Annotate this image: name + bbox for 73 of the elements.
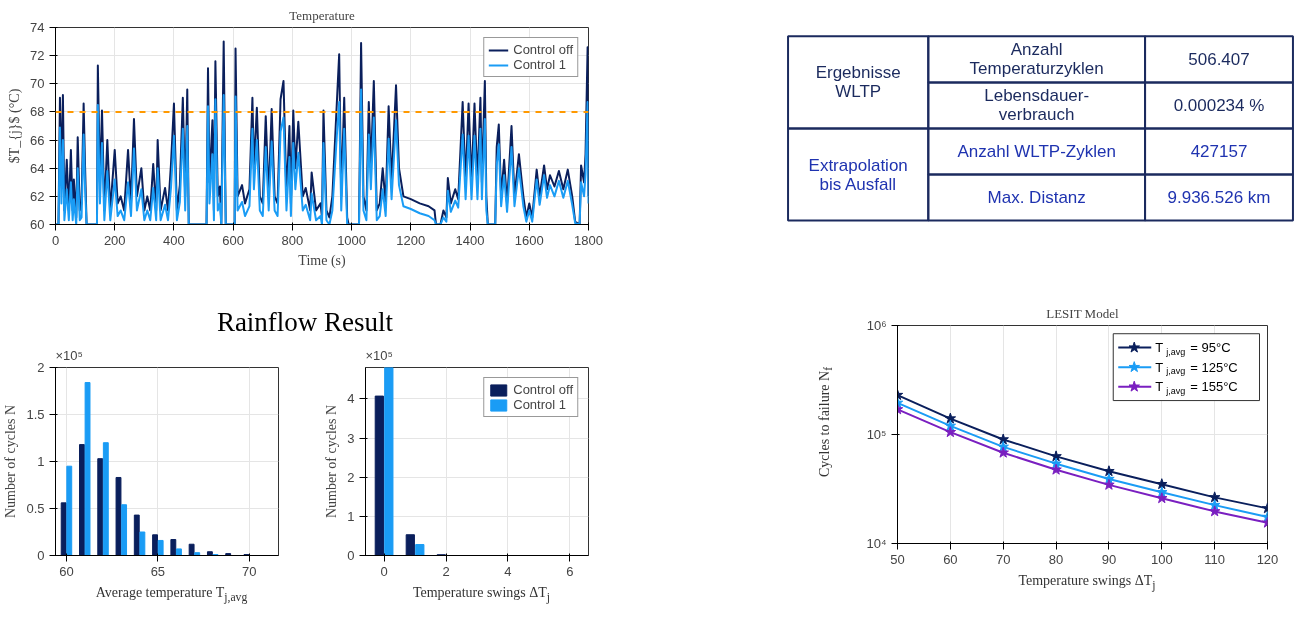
y-tick-label: 4: [347, 391, 355, 407]
x-axis-title: Average temperature T$_{j,avg}$: [95, 584, 248, 606]
x-tick-label: 90: [1101, 551, 1117, 567]
text: 9.936.526 km: [1167, 188, 1271, 208]
legend-label: Control off: [513, 42, 573, 57]
chart-title: Rainflow Result: [216, 306, 394, 339]
text: Ergebnisse WLTP: [815, 63, 901, 102]
x-tick-label: 600: [222, 232, 245, 248]
text: ×10⁵: [55, 347, 83, 363]
x-tick-label: 50: [890, 551, 905, 567]
x-tick-label: 1400: [455, 232, 485, 248]
x-axis-title: Time (s): [298, 252, 346, 269]
text: ×10⁵: [365, 347, 393, 363]
legend-label: Control off: [513, 382, 573, 397]
chart-title: Temperature: [289, 7, 355, 23]
y-tick-label: 1.5: [26, 407, 45, 422]
y-tick-label: 72: [30, 48, 45, 64]
y-tick-label: 1: [347, 508, 355, 524]
y-axis-title: Number of cycles N: [324, 404, 340, 519]
y-tick-label: 2: [347, 469, 355, 485]
text: Extrapolation bis Ausfall: [808, 155, 908, 194]
x-axis-title: Temperature swings ΔT$_{j}$: [412, 584, 551, 606]
text: Max. Distanz: [987, 188, 1086, 208]
y-tick-label: 10⁶: [866, 318, 887, 333]
x-tick-label: 1000: [337, 232, 367, 248]
x-tick-label: 110: [1204, 551, 1226, 567]
x-tick-label: 60: [59, 563, 74, 579]
x-tick-label: 6: [566, 563, 574, 579]
y-tick-label: 1: [37, 454, 45, 469]
x-tick-label: 60: [943, 551, 958, 567]
legend-label: Tj,avg = 95°C: [1155, 340, 1231, 357]
x-tick-label: 70: [995, 551, 1011, 567]
y-tick-label: 3: [347, 430, 355, 446]
y-tick-label: 10⁴: [866, 536, 887, 551]
x-tick-label: 1800: [574, 232, 603, 248]
x-tick-label: 65: [150, 563, 166, 579]
x-tick-label: 200: [103, 232, 126, 248]
y-tick-label: 2: [37, 360, 45, 375]
y-tick-label: 68: [30, 104, 45, 120]
x-axis-title: Temperature swings ΔT$_{j}$: [1018, 572, 1156, 594]
legend-label: Control 1: [513, 397, 566, 412]
y-tick-label: 62: [30, 188, 45, 204]
text: 0.000234 %: [1173, 95, 1265, 115]
y-tick-label: 70: [30, 76, 45, 92]
y-tick-label: 74: [30, 20, 45, 35]
x-tick-label: 1200: [396, 232, 426, 248]
x-tick-label: 0: [380, 563, 388, 579]
x-tick-label: 4: [504, 563, 512, 579]
x-tick-label: 120: [1256, 551, 1279, 567]
text: Lebensdauer- verbrauch: [984, 86, 1090, 125]
legend-label: Tj,avg = 125°C: [1155, 359, 1238, 377]
y-tick-label: 60: [30, 217, 45, 232]
x-tick-label: 1600: [514, 232, 544, 248]
y-tick-label: 64: [30, 160, 45, 176]
text: 506.407: [1188, 50, 1250, 70]
legend-label: Tj,avg = 155°C: [1155, 379, 1238, 396]
y-tick-label: 66: [30, 132, 45, 148]
x-tick-label: 80: [1048, 551, 1064, 567]
text: 427157: [1190, 142, 1248, 162]
y-tick-label: 0.5: [26, 501, 45, 516]
text: Anzahl Temperaturzyklen: [969, 40, 1104, 79]
x-tick-label: 2: [442, 563, 450, 579]
x-tick-label: 70: [242, 563, 257, 579]
x-tick-label: 400: [163, 232, 185, 248]
text: Anzahl WLTP-Zyklen: [957, 141, 1116, 161]
chart-title: LESIT Model: [1046, 305, 1119, 321]
x-tick-label: 0: [51, 232, 60, 248]
legend-label: Control 1: [513, 57, 566, 72]
y-axis-title: $T_{j}$ (°C): [7, 88, 24, 164]
x-tick-label: 800: [281, 232, 304, 248]
y-tick-label: 10⁵: [866, 427, 887, 442]
x-tick-label: 100: [1150, 551, 1173, 567]
y-axis-title: Number of cycles N: [3, 404, 19, 519]
